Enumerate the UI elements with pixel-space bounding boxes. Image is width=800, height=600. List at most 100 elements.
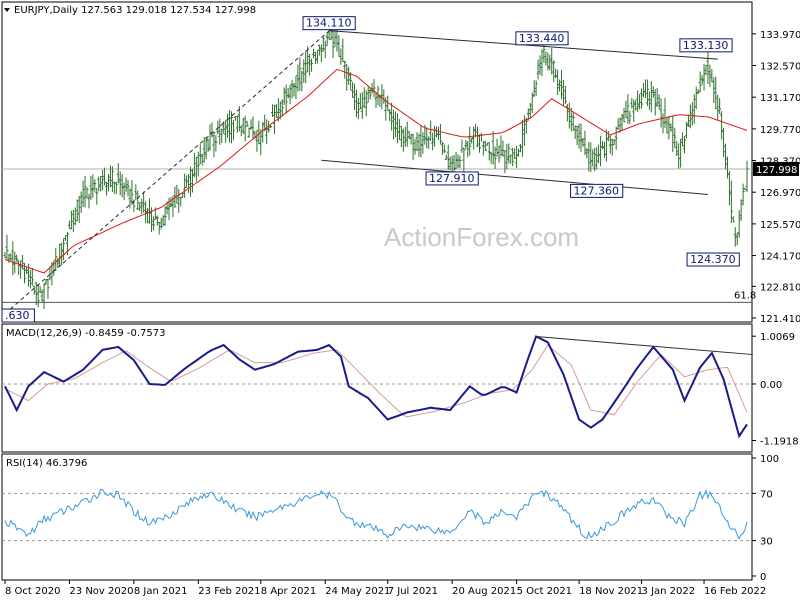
ohlc-bar xyxy=(745,160,749,193)
ohlc-bar xyxy=(683,136,687,154)
ohlc-bar xyxy=(645,79,649,107)
price-ytick-label: 132.570 xyxy=(760,62,800,73)
price-annotation-label: 124.370 xyxy=(690,253,736,266)
ohlc-bar xyxy=(343,60,347,79)
ohlc-bar xyxy=(700,74,704,85)
ohlc-bar xyxy=(77,195,81,223)
ohlc-bar xyxy=(300,70,304,92)
ohlc-bar xyxy=(405,121,409,147)
ohlc-bar xyxy=(540,49,544,76)
ohlc-bar xyxy=(89,175,93,200)
ohlc-bar xyxy=(411,134,415,161)
ohlc-bar xyxy=(513,148,517,159)
ohlc-bar xyxy=(226,113,230,138)
ohlc-bar xyxy=(733,227,737,247)
ohlc-bar xyxy=(368,88,372,100)
ohlc-bar xyxy=(485,142,489,146)
ohlc-bar xyxy=(601,141,605,150)
ohlc-bar xyxy=(643,79,647,99)
ohlc-bar xyxy=(511,147,515,167)
ohlc-bar xyxy=(507,143,511,164)
ohlc-bar xyxy=(155,215,159,226)
ohlc-bar xyxy=(159,217,163,230)
ohlc-bar xyxy=(460,139,464,153)
ohlc-bar xyxy=(212,132,216,158)
ohlc-bar xyxy=(690,102,694,126)
ohlc-bar xyxy=(290,80,294,99)
price-ytick-label: 131.170 xyxy=(760,93,800,104)
ohlc-bar xyxy=(544,51,548,66)
ohlc-bar xyxy=(458,155,462,169)
ohlc-bar xyxy=(30,267,34,286)
ohlc-bar xyxy=(624,100,628,119)
ohlc-bar xyxy=(483,140,487,151)
rsi-panel-frame xyxy=(1,453,753,581)
ohlc-bar xyxy=(433,125,437,147)
ohlc-bar xyxy=(684,121,688,139)
ohlc-bar xyxy=(333,29,337,47)
ohlc-bar xyxy=(372,79,376,98)
ohlc-bar xyxy=(358,93,362,110)
ohlc-bar xyxy=(653,89,657,116)
ohlc-bar xyxy=(128,188,132,209)
ohlc-bar xyxy=(280,99,284,117)
ohlc-bar xyxy=(366,86,370,103)
ohlc-bar xyxy=(106,174,110,192)
ohlc-bar xyxy=(446,144,450,171)
rsi-line xyxy=(4,488,748,540)
ohlc-bar xyxy=(308,54,312,76)
ohlc-bar xyxy=(505,143,509,170)
price-annotation: 133.440 xyxy=(515,31,569,46)
ohlc-bar xyxy=(274,104,278,119)
ohlc-bar xyxy=(48,266,52,281)
price-ytick-label: 121.410 xyxy=(760,314,800,325)
ohlc-bar xyxy=(370,82,374,94)
ohlc-bar xyxy=(231,120,235,141)
ohlc-bar xyxy=(272,105,276,134)
ohlc-bar xyxy=(36,283,40,308)
ohlc-bar xyxy=(520,119,524,157)
ohlc-bar xyxy=(91,174,95,198)
ohlc-bar xyxy=(577,123,581,149)
ohlc-bar xyxy=(392,109,396,140)
macd-title: MACD(12,26,9) -0.8459 -0.7573 xyxy=(6,328,166,339)
macd-trend-line xyxy=(536,336,753,356)
x-tick-label: 20 Aug 2021 xyxy=(452,586,516,597)
ohlc-bar xyxy=(727,171,731,206)
price-annotation: .630 xyxy=(1,308,35,323)
ohlc-bar xyxy=(374,91,378,109)
ohlc-bar xyxy=(204,137,208,160)
ohlc-bar xyxy=(724,143,728,170)
ohlc-bar xyxy=(503,150,507,174)
ohlc-bar xyxy=(413,139,417,155)
ohlc-bar xyxy=(95,187,99,205)
ohlc-bar xyxy=(239,125,243,137)
x-tick-label: 7 Jul 2021 xyxy=(388,586,438,597)
ohlc-bar xyxy=(712,77,716,103)
ohlc-bar xyxy=(192,152,196,178)
ohlc-bar xyxy=(282,87,286,105)
price-annotation-label: .630 xyxy=(5,309,30,322)
ohlc-bar xyxy=(190,168,194,193)
ohlc-bar xyxy=(472,126,476,150)
ohlc-bar xyxy=(558,79,562,92)
ohlc-bar xyxy=(509,154,513,164)
ohlc-bar xyxy=(325,33,329,46)
ohlc-bar xyxy=(669,123,673,132)
ohlc-bar xyxy=(704,64,708,76)
ohlc-bar xyxy=(345,64,349,91)
ohlc-bar xyxy=(69,210,73,230)
price-annotation-label: 133.130 xyxy=(683,39,729,52)
ohlc-bar xyxy=(573,125,577,140)
ohlc-bar xyxy=(105,181,109,196)
ohlc-bar xyxy=(169,197,173,208)
ohlc-bar xyxy=(206,138,210,152)
ohlc-bar xyxy=(718,98,722,115)
ohlc-bar xyxy=(243,115,247,142)
ohlc-bar xyxy=(474,123,478,138)
ohlc-bar xyxy=(665,116,669,134)
ohlc-bar xyxy=(442,144,446,154)
ohlc-bar xyxy=(315,49,319,64)
ohlc-bar xyxy=(138,202,142,212)
ohlc-bar xyxy=(606,130,610,142)
